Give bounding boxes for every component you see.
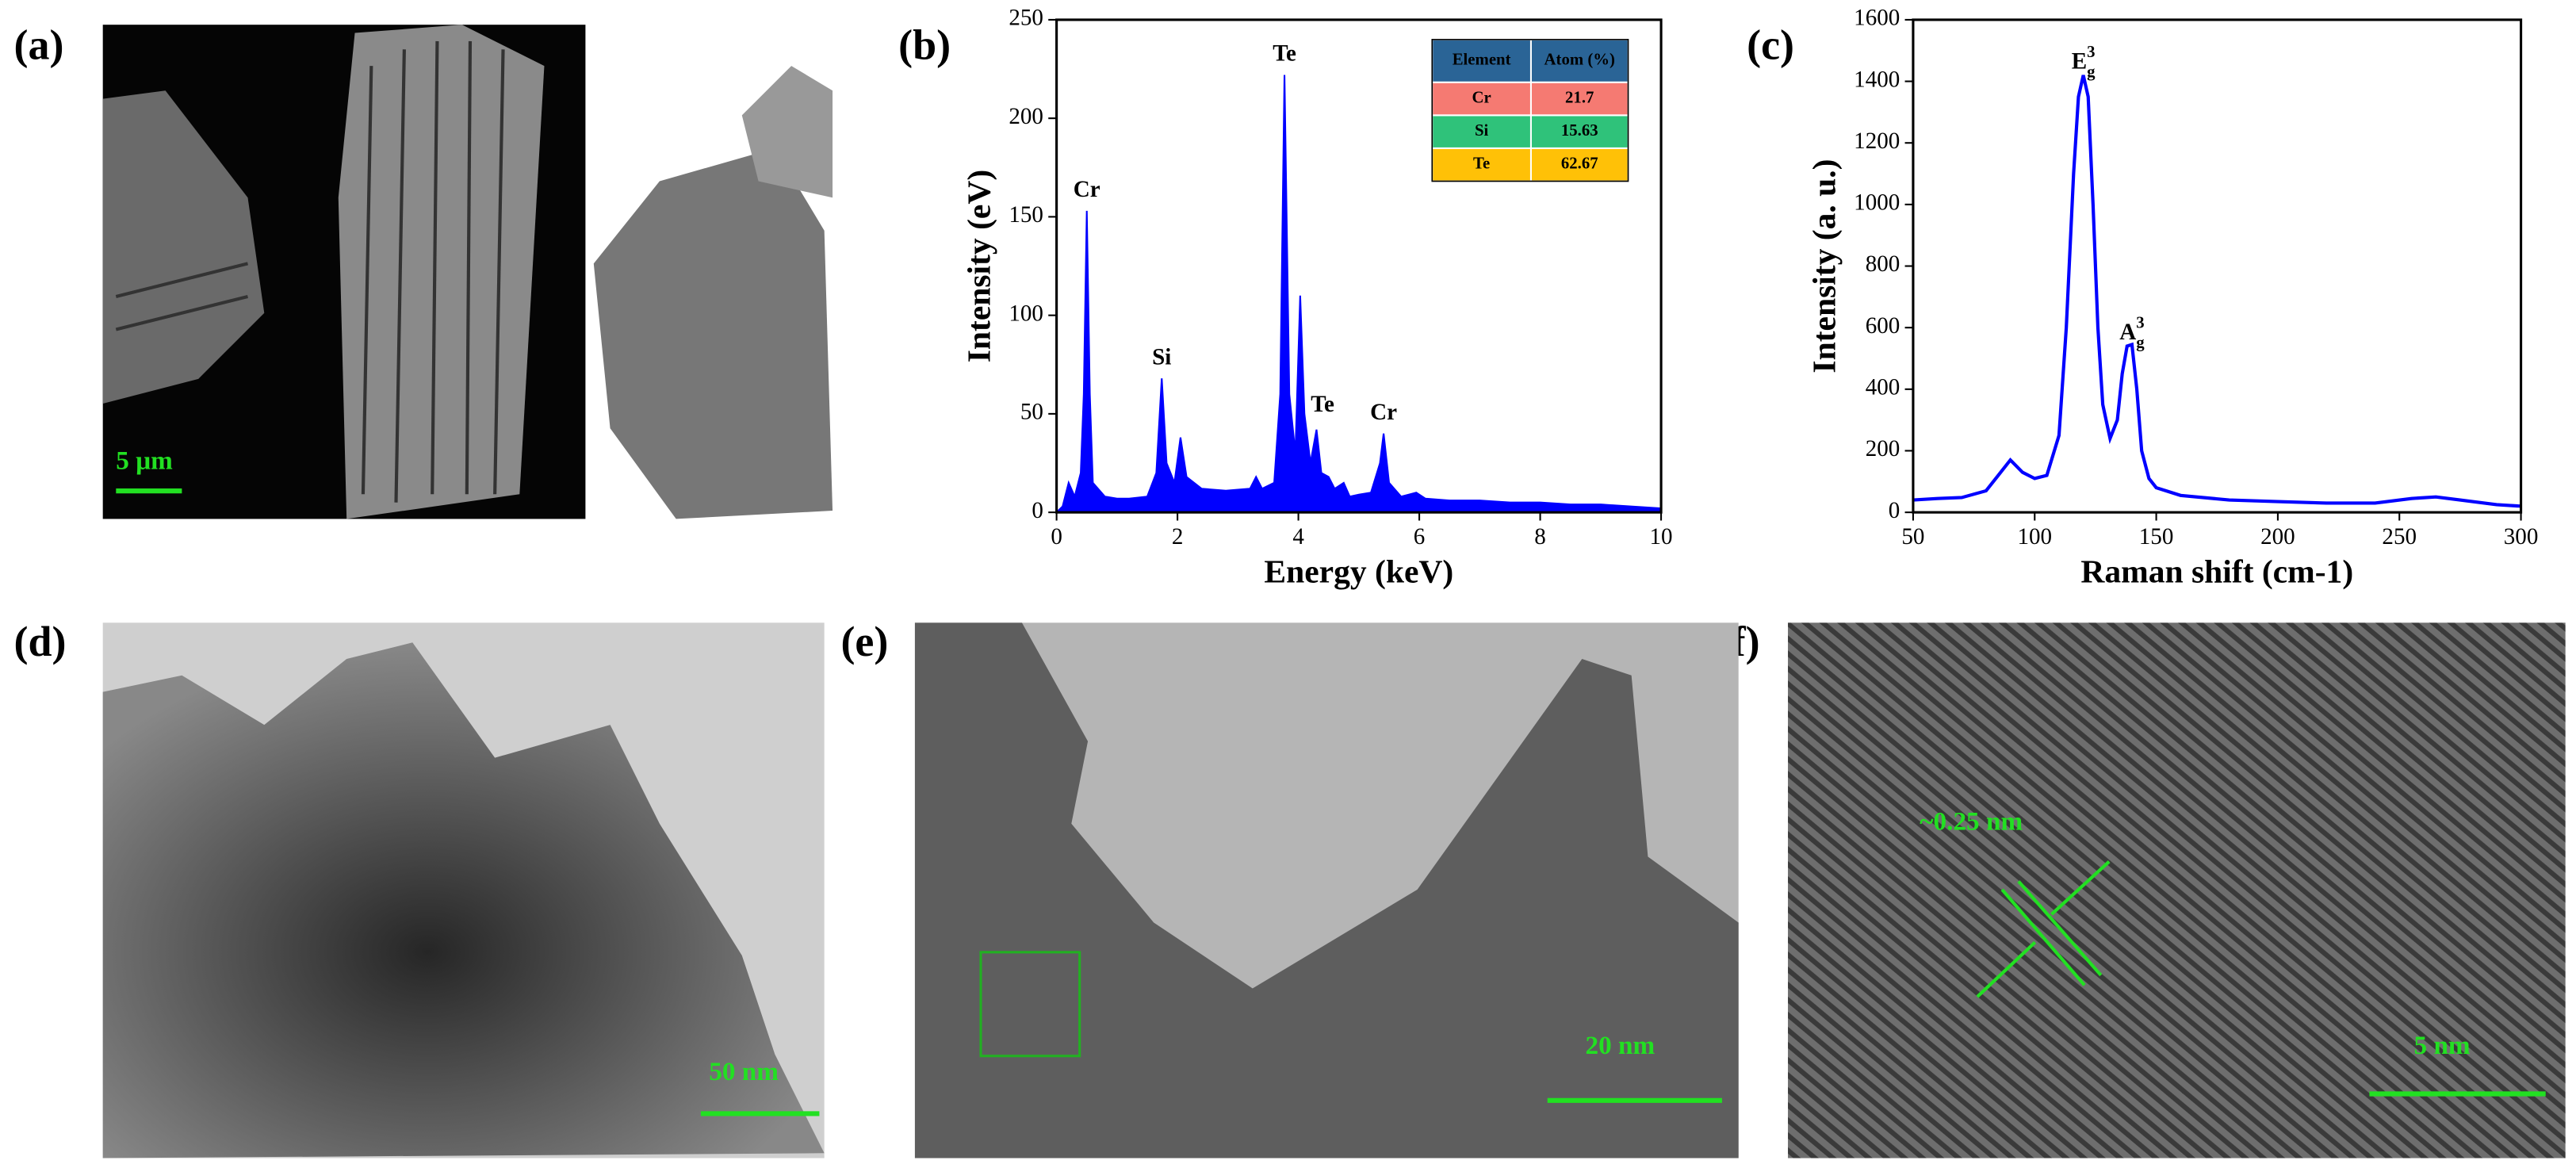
panel-label: (b)	[898, 21, 951, 69]
y-tick-label: 1400	[1854, 67, 1900, 92]
peak-label-sub: g	[2087, 63, 2096, 81]
panel-label: (a)	[13, 21, 63, 69]
table-frame	[1431, 39, 1629, 182]
x-tick-label: 8	[1534, 524, 1546, 550]
spacing-label: ~0.25 nm	[1920, 806, 2023, 836]
peak-label-text: Cr	[1074, 177, 1100, 202]
y-tick-label: 200	[1009, 104, 1043, 129]
hrtem-image: ~0.25 nm 5 nm	[1788, 622, 2566, 1158]
peak-label-text: A	[2119, 320, 2136, 345]
x-tick-label: 2	[1172, 524, 1184, 550]
peak-label-text: Te	[1311, 392, 1334, 417]
table-cell: 62.67	[1561, 155, 1598, 173]
y-tick-label: 1200	[1854, 128, 1900, 154]
x-tick-label: 200	[2260, 524, 2295, 550]
table-cell: Te	[1473, 155, 1490, 173]
peak-label-text: Te	[1273, 40, 1296, 66]
panel-label: (e)	[840, 618, 888, 665]
scale-bar-label: 5 nm	[2414, 1031, 2471, 1060]
scale-bar-label: 5 μm	[116, 446, 173, 475]
tem-image: 20 nm	[914, 622, 1739, 1158]
x-tick-label: 0	[1051, 524, 1062, 550]
x-tick-label: 50	[1901, 524, 1924, 550]
x-tick-label: 150	[2139, 524, 2174, 550]
plot-frame	[1912, 18, 2523, 514]
y-tick-label: 150	[1009, 202, 1043, 228]
y-axis-title: Intensity (eV)	[961, 170, 998, 362]
x-tick-label: 4	[1292, 524, 1304, 550]
table-header-cell: Element	[1453, 51, 1511, 69]
sem-image: 5 μm	[102, 25, 833, 519]
tem-image: 50 nm	[102, 622, 825, 1158]
panel-label: (d)	[13, 618, 66, 665]
y-axis-title: Intensity (a. u.)	[1805, 159, 1843, 373]
scale-bar-label: 50 nm	[709, 1057, 779, 1086]
y-tick-label: 50	[1020, 400, 1043, 425]
y-tick-label: 800	[1866, 251, 1900, 277]
peak-label-text: Cr	[1370, 400, 1397, 425]
table-cell: 21.7	[1565, 88, 1594, 106]
table-cell: Si	[1475, 121, 1489, 140]
panel-label: (c)	[1747, 21, 1794, 69]
x-tick-label: 100	[2017, 524, 2052, 550]
peak-label: Si	[1152, 344, 1171, 370]
table-cell: Cr	[1472, 88, 1491, 106]
peak-label: Cr	[1074, 177, 1100, 202]
table-cell: 15.63	[1561, 121, 1598, 140]
peak-label: Te	[1311, 392, 1334, 417]
table-row	[1431, 147, 1629, 182]
y-tick-label: 1600	[1854, 6, 1900, 31]
y-tick-label: 400	[1866, 374, 1900, 400]
peak-label: A3 g	[2119, 313, 2145, 351]
plot-frame	[1055, 18, 1663, 514]
table-row	[1431, 81, 1629, 117]
x-tick-label: 300	[2504, 524, 2539, 550]
peak-label: E3 g	[2072, 43, 2096, 81]
scale-bar-label: 20 nm	[1586, 1031, 1655, 1060]
peak-label-text: Si	[1152, 344, 1171, 370]
x-tick-label: 10	[1650, 524, 1673, 550]
peak-label: Cr	[1370, 400, 1397, 425]
y-tick-label: 1000	[1854, 190, 1900, 216]
y-tick-label: 100	[1009, 301, 1043, 326]
peak-label-sup: 3	[2136, 313, 2144, 331]
y-tick-label: 250	[1009, 6, 1043, 31]
peak-label: Te	[1273, 40, 1296, 66]
data-area	[1055, 75, 1663, 514]
y-tick-label: 600	[1866, 313, 1900, 339]
y-tick-label: 0	[1032, 498, 1043, 523]
x-tick-label: 6	[1414, 524, 1426, 550]
x-axis-title: Energy (keV)	[1264, 553, 1453, 591]
table-row	[1431, 114, 1629, 150]
table-header-cell: Atom (%)	[1544, 51, 1615, 69]
peak-label-sub: g	[2136, 333, 2145, 351]
peak-label-sup: 3	[2087, 43, 2095, 61]
peak-label-text: E	[2072, 48, 2087, 74]
x-axis-title: Raman shift (cm-1)	[2080, 553, 2353, 591]
y-tick-label: 200	[1866, 436, 1900, 461]
y-tick-label: 0	[1889, 498, 1900, 523]
data-line	[1912, 75, 2521, 508]
x-tick-label: 250	[2382, 524, 2417, 550]
